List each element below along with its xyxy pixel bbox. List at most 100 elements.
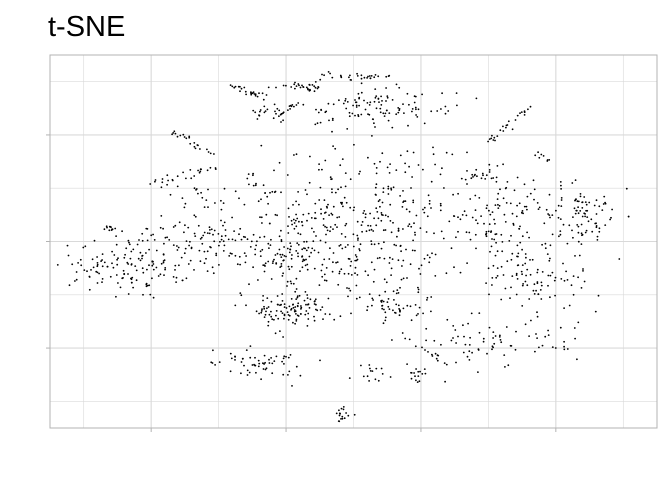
data-point <box>263 270 266 273</box>
data-point <box>293 83 296 86</box>
data-point <box>582 270 584 272</box>
data-point <box>368 113 371 116</box>
data-point <box>461 214 464 216</box>
data-point <box>320 208 322 211</box>
data-point <box>554 294 556 297</box>
data-point <box>283 246 285 248</box>
data-point <box>313 315 315 318</box>
data-point <box>290 257 293 260</box>
data-point <box>83 269 86 271</box>
data-point <box>317 251 320 254</box>
data-point <box>279 304 281 307</box>
data-point <box>131 276 134 279</box>
data-point <box>98 272 100 275</box>
data-point <box>576 358 578 361</box>
data-point <box>311 247 314 250</box>
data-point <box>229 252 232 255</box>
data-point <box>215 252 218 255</box>
data-point <box>115 235 117 238</box>
data-point <box>367 274 369 277</box>
data-point <box>193 187 196 190</box>
data-point <box>234 254 237 257</box>
data-point <box>243 364 245 367</box>
data-point <box>230 357 233 360</box>
data-point <box>184 202 187 205</box>
data-point <box>565 270 567 273</box>
data-point <box>116 263 119 266</box>
data-point <box>109 275 112 278</box>
data-point <box>260 144 263 147</box>
data-point <box>574 179 577 182</box>
data-point <box>289 354 292 356</box>
data-point <box>510 234 512 237</box>
data-point <box>379 205 381 208</box>
data-point <box>297 252 299 255</box>
data-point <box>239 263 242 266</box>
data-point <box>475 247 477 250</box>
data-point <box>262 98 265 101</box>
data-point <box>604 224 607 227</box>
data-point <box>287 232 290 234</box>
data-point <box>259 250 262 253</box>
data-point <box>271 190 274 193</box>
data-point <box>478 197 481 199</box>
data-point <box>314 202 317 205</box>
data-point <box>499 334 501 337</box>
data-point <box>426 296 429 299</box>
data-point <box>182 133 185 136</box>
data-point <box>327 102 330 105</box>
data-point <box>355 255 358 258</box>
data-point <box>529 259 531 261</box>
data-point <box>549 274 552 277</box>
data-point <box>248 371 251 374</box>
data-point <box>166 236 169 239</box>
data-point <box>413 222 415 225</box>
data-point <box>408 338 411 341</box>
data-point <box>314 298 317 301</box>
data-point <box>445 363 448 366</box>
data-point <box>465 231 468 234</box>
data-point <box>444 112 447 115</box>
data-point <box>296 295 299 298</box>
data-point <box>503 213 506 216</box>
data-point <box>516 264 519 267</box>
data-point <box>352 233 355 236</box>
data-point <box>540 284 543 287</box>
data-point <box>91 258 94 261</box>
data-point <box>487 140 489 143</box>
data-point <box>557 204 560 207</box>
data-point <box>244 261 247 264</box>
data-point <box>66 244 69 247</box>
data-point <box>115 243 118 246</box>
data-point <box>254 253 257 256</box>
data-point <box>251 364 254 366</box>
data-point <box>356 72 358 75</box>
data-point <box>434 352 437 355</box>
data-point <box>385 75 388 78</box>
data-point <box>265 94 268 96</box>
data-point <box>409 305 412 308</box>
data-point <box>575 209 578 212</box>
data-point <box>267 320 270 323</box>
data-point <box>398 109 401 112</box>
data-point <box>269 191 271 194</box>
data-point <box>533 283 536 286</box>
data-point <box>160 262 163 265</box>
data-point <box>339 244 342 246</box>
data-point <box>417 291 420 294</box>
data-point <box>71 263 74 266</box>
data-point <box>215 254 218 257</box>
data-point <box>146 239 149 242</box>
data-point <box>525 205 528 208</box>
data-point <box>290 265 293 268</box>
data-point <box>528 298 531 300</box>
data-point <box>521 248 523 251</box>
data-point <box>329 226 332 228</box>
data-point <box>378 256 381 259</box>
data-point <box>360 74 363 77</box>
data-point <box>475 219 477 222</box>
data-point <box>101 265 104 268</box>
data-point <box>318 199 321 201</box>
data-point <box>375 95 378 97</box>
data-point <box>419 370 421 373</box>
